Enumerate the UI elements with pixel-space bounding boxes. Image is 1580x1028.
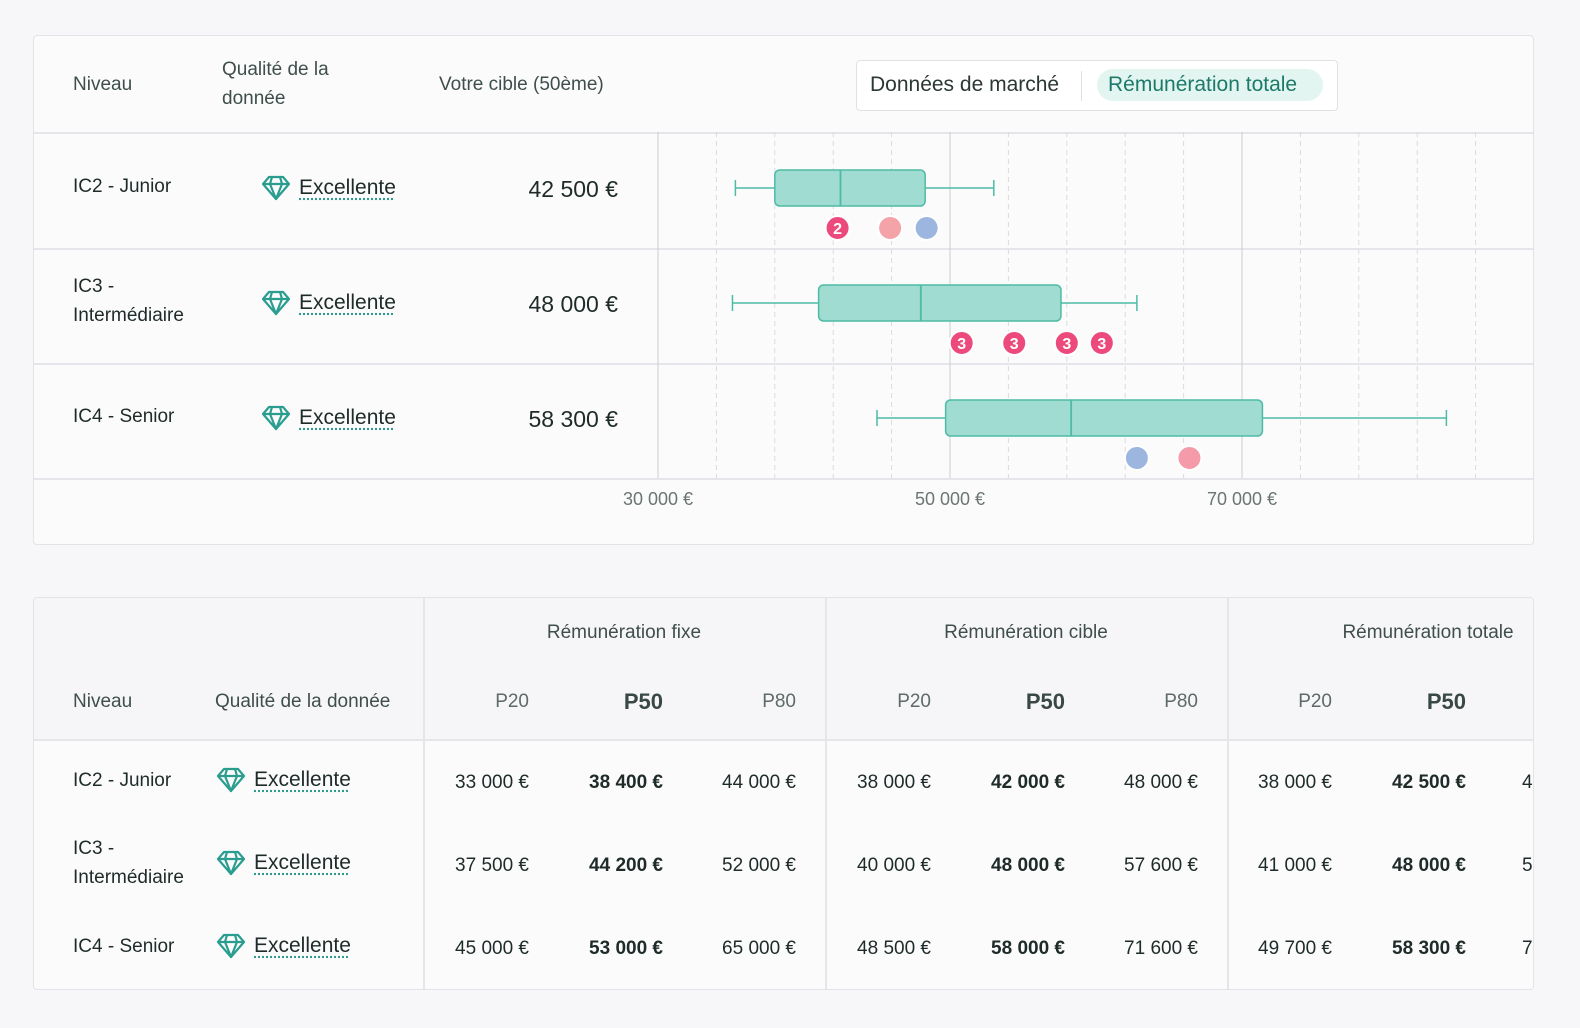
quality-link: Excellente	[254, 934, 351, 957]
level: IC2 - Junior	[73, 770, 172, 791]
cell: 57 600 €	[1124, 855, 1198, 876]
divider	[34, 248, 1533, 250]
divider	[34, 739, 1533, 741]
cell: 38 400 €	[589, 772, 663, 793]
column-header: P20	[897, 691, 931, 712]
target: 48 000 €	[528, 291, 618, 317]
cell: 44 000 €	[722, 772, 796, 793]
quality-link: Excellente	[299, 176, 396, 199]
toggle	[856, 60, 1338, 111]
quality-link: Excellente	[299, 406, 396, 429]
toggle-active	[1097, 69, 1323, 101]
divider	[1227, 598, 1229, 989]
cell: 4	[1522, 772, 1533, 793]
cell: 44 200 €	[589, 855, 663, 876]
cell: 45 000 €	[455, 938, 529, 959]
level: IC4 - Senior	[73, 936, 175, 957]
cell: 48 000 €	[1392, 855, 1466, 876]
divider	[423, 598, 425, 989]
column-header: P20	[495, 691, 529, 712]
cell: 41 000 €	[1258, 855, 1332, 876]
cell: 65 000 €	[722, 938, 796, 959]
quality-link: Excellente	[254, 851, 351, 874]
chart-card: Niveau Qualité de la donnée Votre cible (5…	[33, 35, 1534, 545]
level: IC4 - Senior	[73, 406, 175, 427]
cell: 5	[1522, 855, 1533, 876]
toggle-option: Données de marché	[870, 73, 1060, 96]
cell: 58 000 €	[991, 938, 1065, 959]
divider	[34, 363, 1533, 365]
column-header: P80	[762, 691, 796, 712]
group-header: Rémunération totale	[1342, 622, 1514, 643]
group-header: Rémunération cible	[944, 622, 1108, 643]
divider	[825, 598, 827, 989]
divider	[34, 478, 1533, 480]
target: 42 500 €	[528, 176, 618, 202]
cell: 40 000 €	[857, 855, 931, 876]
cell: 42 000 €	[991, 772, 1065, 793]
header: Votre cible (50ème)	[439, 74, 604, 95]
level: IC3 - Intermédiaire	[73, 276, 184, 326]
cell: 48 500 €	[857, 938, 931, 959]
cell: 7	[1522, 938, 1533, 959]
level: IC2 - Junior	[73, 176, 172, 197]
level: IC3 - Intermédiaire	[73, 838, 184, 888]
column-header: P50	[623, 689, 663, 714]
quality-link: Excellente	[299, 291, 396, 314]
header: Niveau	[73, 691, 133, 712]
cell: 71 600 €	[1124, 938, 1198, 959]
table-head	[34, 598, 1533, 739]
quality-link: Excellente	[254, 768, 351, 791]
cell: 48 000 €	[1124, 772, 1198, 793]
cell: 49 700 €	[1258, 938, 1332, 959]
divider	[34, 132, 1533, 134]
header: Qualité de la donnée	[215, 691, 391, 712]
table-card: Rémunération fixe Rémunération cible Rémun…	[33, 597, 1534, 990]
cell: 38 000 €	[1258, 772, 1332, 793]
column-header: P50	[1025, 689, 1065, 714]
column-header: P20	[1298, 691, 1332, 712]
cell: 48 000 €	[991, 855, 1065, 876]
toggle-divider	[1081, 71, 1082, 101]
group-header: Rémunération fixe	[546, 622, 702, 643]
cell: 38 000 €	[857, 772, 931, 793]
header: Niveau	[73, 74, 133, 95]
cell: 42 500 €	[1392, 772, 1466, 793]
toggle-option: Rémunération totale	[1108, 73, 1298, 96]
header: Qualité de la donnée	[222, 59, 329, 109]
cell: 52 000 €	[722, 855, 796, 876]
cell: 58 300 €	[1392, 938, 1466, 959]
target: 58 300 €	[528, 406, 618, 432]
cell: 53 000 €	[589, 938, 663, 959]
cell: 37 500 €	[455, 855, 529, 876]
cell: 33 000 €	[455, 772, 529, 793]
column-header: P50	[1426, 689, 1466, 714]
column-header: P80	[1164, 691, 1198, 712]
